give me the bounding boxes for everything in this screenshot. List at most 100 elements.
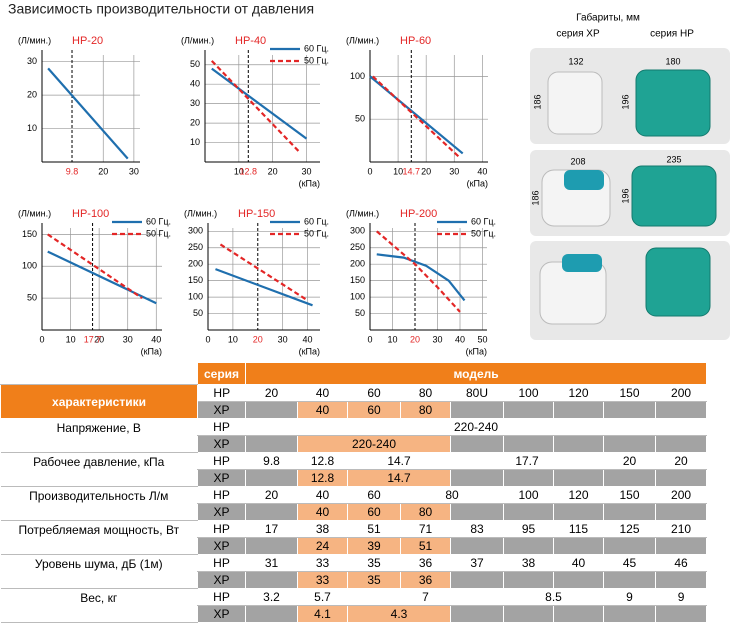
- legend-label: 60 Гц.: [146, 216, 171, 226]
- dim: 180: [665, 56, 680, 66]
- cell: [450, 537, 504, 555]
- cell: 220-240: [245, 418, 707, 436]
- row: Вес, кг HP 3.2 5.7 7 8.5 9 9: [0, 588, 707, 623]
- row: XP 40 60 80: [1, 503, 708, 521]
- series-line: [210, 60, 301, 154]
- row: Рабочее давление, кПа HP 9.8 12.8 14.7 17.7 20…: [0, 452, 707, 487]
- cell: [245, 401, 298, 419]
- y-tick-label: 20: [190, 117, 200, 127]
- cell: 83: [450, 520, 504, 538]
- cell: 120: [553, 384, 604, 402]
- cell: 8.5: [503, 588, 604, 606]
- series-line: [211, 67, 308, 140]
- dim: 235: [666, 154, 681, 164]
- x-tick-label: 10: [234, 166, 244, 176]
- dim: 186: [530, 190, 540, 205]
- cell: 120: [553, 486, 604, 504]
- cell: [450, 401, 504, 419]
- cell: [654, 401, 708, 419]
- spec-table: серия модель характеристики HP 20 40 60 80 80U 10…: [0, 362, 708, 623]
- cell: Вес, кг: [0, 588, 198, 623]
- y-label: (Л/мин.): [18, 208, 51, 218]
- row: XP 4.1 4.3: [1, 605, 708, 623]
- cell: 4.3: [347, 605, 451, 623]
- cell: [245, 435, 298, 453]
- row: Напряжение, В HP 220-240: [0, 418, 707, 453]
- row: XP 220-240: [1, 435, 708, 453]
- row: XP 24 39 51: [1, 537, 708, 555]
- x-tick-label: 40: [303, 334, 313, 344]
- cell: 150: [603, 486, 656, 504]
- cell: 39: [347, 537, 401, 555]
- cell: 45: [603, 554, 656, 572]
- cell: 37: [450, 554, 504, 572]
- y-tick-label: 50: [193, 308, 203, 318]
- cell: [603, 435, 656, 453]
- cell: Напряжение, В: [0, 418, 198, 453]
- cell: Потребляемая мощность, Вт: [0, 520, 198, 555]
- cell: [553, 469, 604, 487]
- row: Потребляемая мощность, Вт HP 17 38 51 71 83 95 1…: [0, 520, 707, 555]
- cell: 40: [297, 384, 348, 402]
- cell: Производительность Л/м: [0, 486, 198, 521]
- y-tick-label: 100: [350, 71, 365, 81]
- cell: 80: [400, 401, 451, 419]
- operating-label: 20: [253, 334, 263, 344]
- cell: 80: [400, 503, 451, 521]
- cell: [503, 537, 554, 555]
- cell: 4.1: [297, 605, 348, 623]
- cell: 220-240: [297, 435, 451, 453]
- cell: [654, 537, 708, 555]
- cell: [603, 605, 656, 623]
- y-label: (Л/мин.): [181, 35, 214, 45]
- y-tick-label: 40: [190, 79, 200, 89]
- cell: 9: [603, 588, 656, 606]
- row: XP 12.8 14.7: [1, 469, 708, 487]
- cell: 40: [297, 503, 348, 521]
- cell: 125: [603, 520, 656, 538]
- series-line: [369, 75, 464, 155]
- x-tick-label: 20: [268, 166, 278, 176]
- cell: 80U: [450, 384, 504, 402]
- y-tick-label: 10: [190, 137, 200, 147]
- y-tick-label: 30: [190, 98, 200, 108]
- dim: 208: [570, 156, 585, 166]
- cell: 60: [347, 486, 401, 504]
- chart-title: HP-150: [238, 208, 275, 220]
- y-label: (Л/мин.): [18, 35, 51, 45]
- charts-area: Зависимость производительности от давлен…: [8, 1, 730, 356]
- cell: [654, 571, 708, 589]
- cell: 3.2: [245, 588, 298, 606]
- y-label: (Л/мин.): [184, 208, 217, 218]
- legend-label: 60 Гц.: [471, 216, 496, 226]
- x-tick-label: 40: [455, 334, 465, 344]
- cell: XP: [197, 469, 246, 487]
- legend-label: 50 Гц.: [304, 228, 329, 238]
- cell: 36: [400, 554, 451, 572]
- y-label: (Л/мин.): [346, 208, 379, 218]
- cell: XP: [197, 503, 246, 521]
- cell: 200: [655, 384, 707, 402]
- cell: HP: [197, 418, 246, 436]
- operating-label: 20: [410, 334, 420, 344]
- y-tick-label: 200: [188, 259, 203, 269]
- x-tick-label: 50: [477, 334, 487, 344]
- cell: [654, 435, 708, 453]
- y-tick-label: 150: [188, 275, 203, 285]
- cell: XP: [197, 605, 246, 623]
- cell: 36: [400, 571, 451, 589]
- chart-title: HP-200: [400, 208, 437, 220]
- x-tick-label: 30: [123, 334, 133, 344]
- cell: HP: [197, 520, 246, 538]
- cell: [245, 571, 298, 589]
- cell: [603, 571, 656, 589]
- cell: [603, 537, 656, 555]
- legend-label: 60 Гц.: [304, 216, 329, 226]
- y-tick-label: 150: [22, 229, 37, 239]
- cell: [603, 469, 656, 487]
- y-tick-label: 10: [27, 123, 37, 133]
- cell: [0, 362, 198, 385]
- cell: 7: [347, 588, 504, 606]
- row: Производительность Л/м HP 20 40 60 80 100 120 15…: [0, 486, 707, 521]
- cell: характеристики: [0, 384, 198, 419]
